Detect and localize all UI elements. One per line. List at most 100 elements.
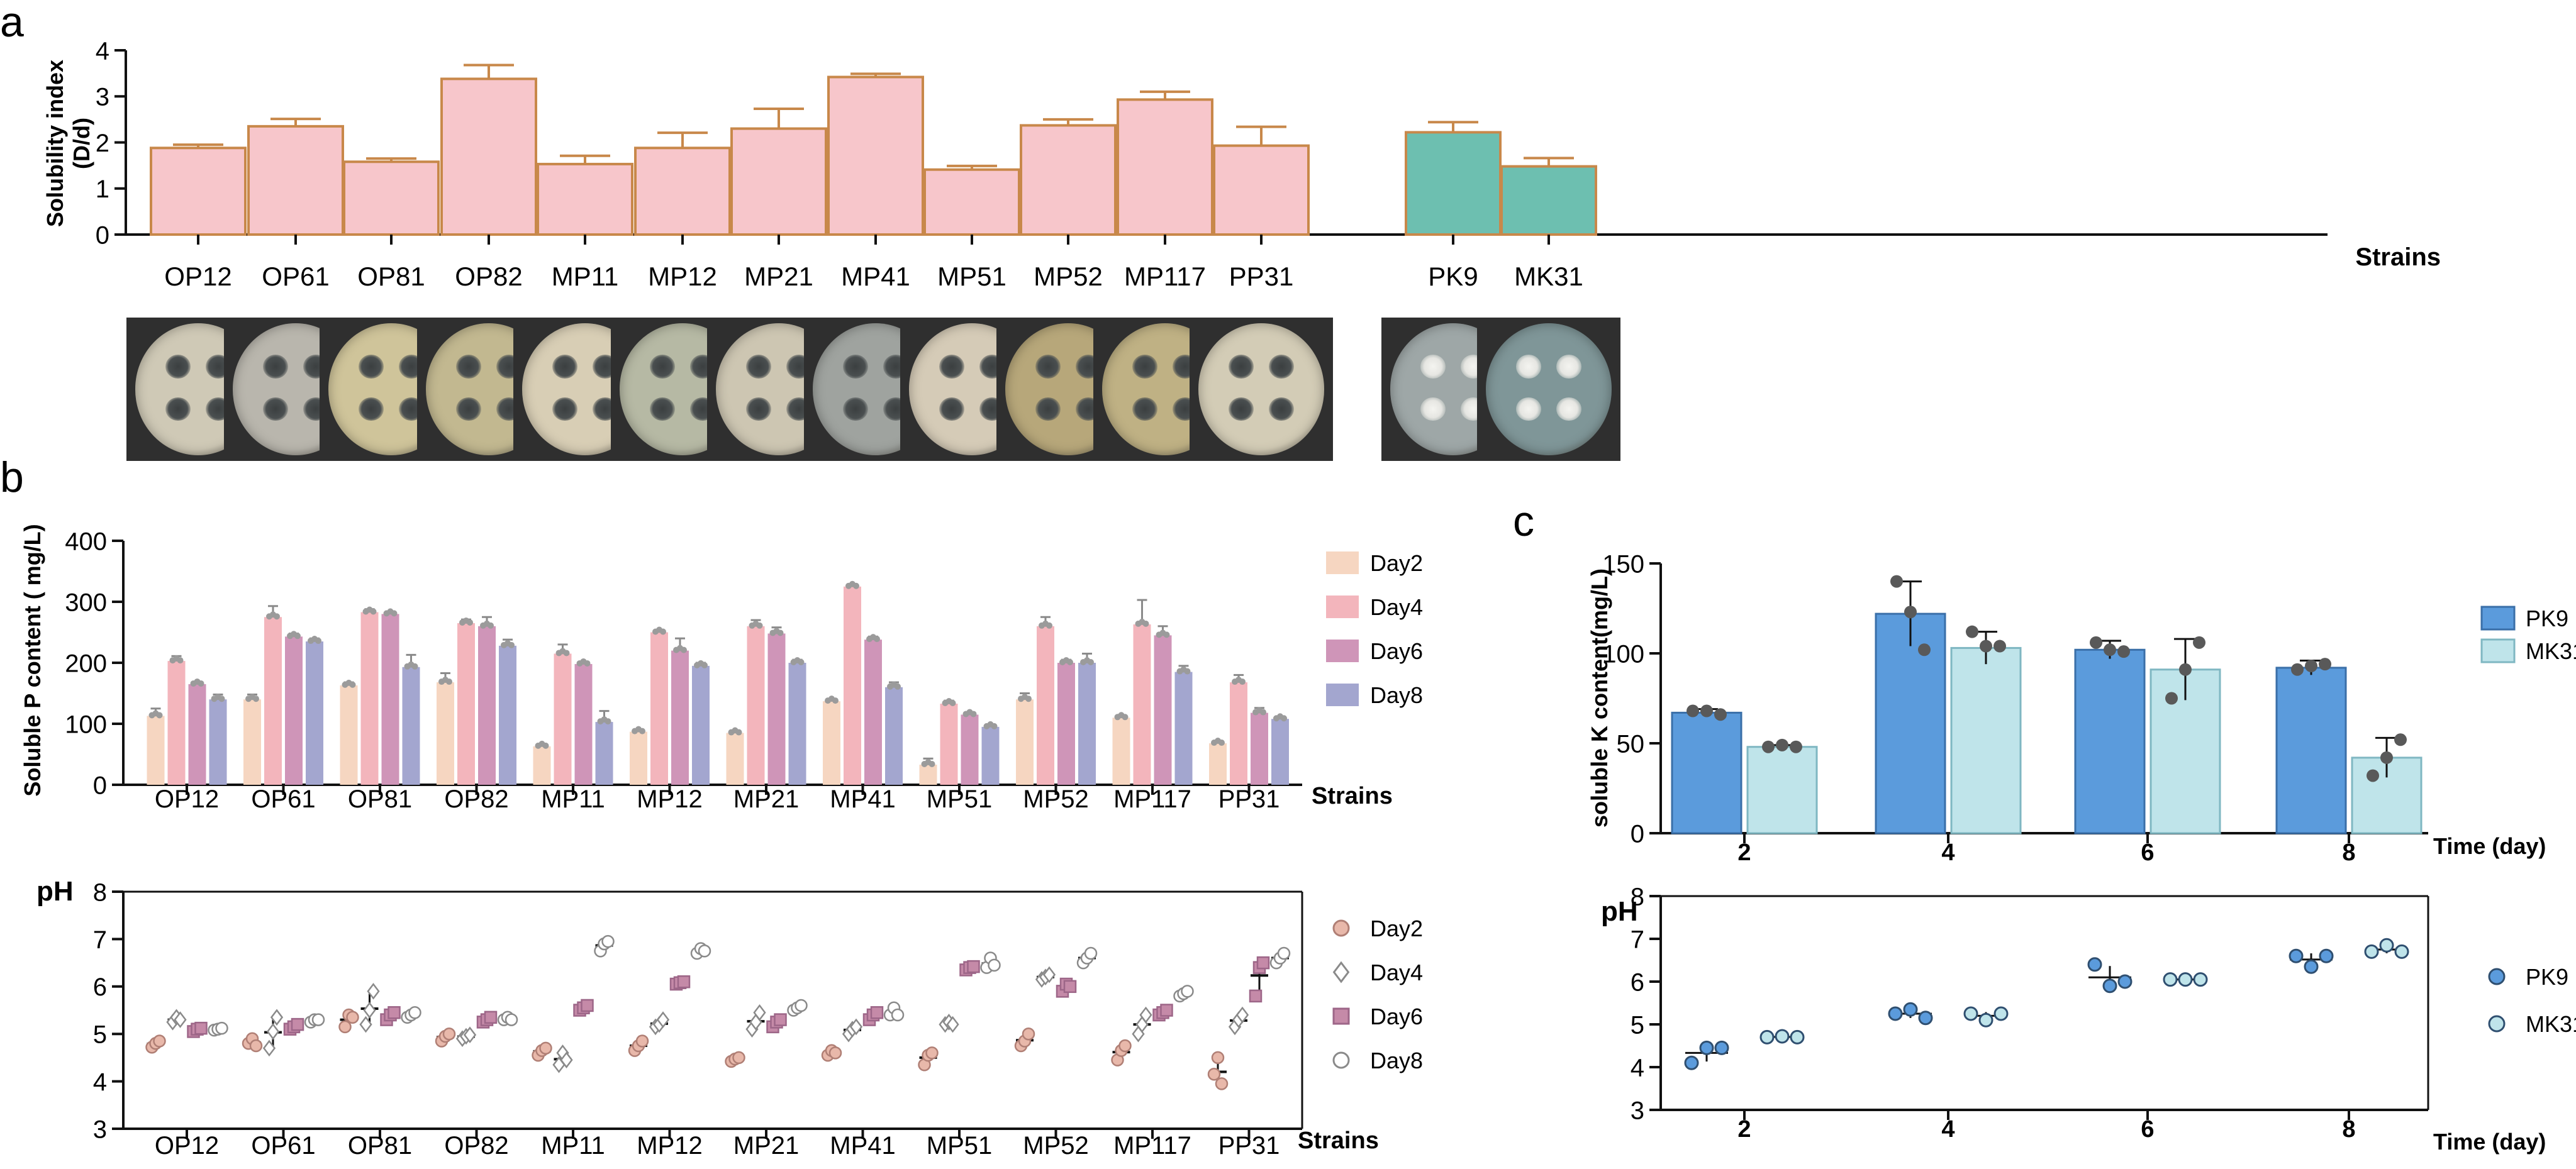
bph-point-Day2 [1207, 1068, 1221, 1081]
bph-x-tick-label: MP11 [541, 1132, 605, 1160]
bph-y-tick-label: 6 [93, 973, 107, 1001]
cph-point-PK9 [2102, 978, 2117, 994]
cph-point-PK9 [2289, 948, 2304, 963]
bph-point-Day8 [505, 1013, 518, 1026]
b-replicate-point [639, 728, 645, 734]
cph-y-tick-label: 6 [1631, 968, 1644, 996]
c-bar-day8-PK9 [2275, 667, 2347, 834]
bph-point-Day6 [291, 1017, 304, 1031]
b-replicate-point [798, 659, 805, 665]
cph-point-PK9 [2304, 959, 2319, 974]
colony-spot [1420, 355, 1446, 379]
b-bar-MP12-Day6 [671, 650, 689, 785]
b-bar-OP82-Day2 [437, 682, 454, 785]
b-bar-MP41-Day2 [823, 701, 840, 785]
bph-point-Day2 [1215, 1077, 1229, 1090]
b-bar-MP51-Day4 [940, 703, 958, 785]
b-replicate-point [1122, 714, 1129, 721]
b-y-tick-label: 300 [65, 589, 107, 616]
colony-spot [1035, 397, 1061, 421]
a-x-tick-label: PP31 [1229, 262, 1294, 291]
b-bar-MP52-Day4 [1037, 626, 1054, 785]
b-replicate-point [991, 723, 998, 729]
b-replicate-point [660, 628, 666, 635]
chart-c-soluble-k: 0 50 100 150 2 4 6 8 Time (day) soluble K content… [1586, 550, 2576, 866]
a-bar-MP11 [537, 162, 633, 236]
c-replicate-point [1966, 625, 1978, 638]
c-replicate-point [1993, 640, 2006, 653]
b-replicate-point [349, 681, 356, 688]
b-x-tick-label: MP21 [733, 785, 800, 813]
b-bar-OP12-Day2 [147, 716, 165, 785]
bph-point-Day6 [484, 1011, 498, 1024]
b-bar-MP41-Day6 [864, 640, 882, 785]
bph-point-Day4 [367, 983, 380, 1000]
c-replicate-point [2165, 692, 2178, 705]
bph-x-tick-label: MP51 [927, 1132, 993, 1160]
bph-x-tick-label: MP21 [733, 1132, 800, 1160]
b-replicate-point [177, 657, 184, 664]
b-bar-MP51-Day6 [961, 714, 979, 785]
b-legend-swatch [1326, 551, 1359, 574]
b-x-tick-label: MP117 [1113, 785, 1191, 813]
b-bar-MP12-Day4 [650, 632, 668, 785]
bph-point-Day2 [442, 1027, 456, 1041]
bph-point-Day8 [215, 1021, 228, 1035]
colony-spot [358, 397, 384, 421]
bph-y-tick-label: 4 [93, 1068, 107, 1096]
cph-y-tick-label: 7 [1631, 926, 1644, 953]
bph-point-Day4 [1139, 1006, 1152, 1024]
a-bar-OP12 [150, 147, 247, 236]
cph-point-MK31 [1963, 1006, 1978, 1021]
c-y-axis-label: soluble K content(mg/L) [1586, 568, 1612, 828]
a-x-tick-label: PK9 [1428, 262, 1478, 291]
b-replicate-point [294, 633, 301, 640]
b-bar-MP51-Day8 [981, 726, 1000, 785]
bph-point-Day2 [828, 1046, 842, 1060]
colony-spot [745, 355, 771, 379]
bph-point-Day4 [560, 1051, 573, 1068]
c-bar-day6-MK31 [2149, 668, 2221, 834]
colony-spot [1269, 397, 1295, 421]
c-replicate-point [1890, 575, 1903, 588]
c-replicate-point [2104, 643, 2116, 657]
b-replicate-point [370, 608, 377, 615]
cph-point-PK9 [1714, 1040, 1729, 1055]
b-legend-swatch [1326, 596, 1359, 618]
chart-c-ph: 3 4 5 6 7 8 2 4 6 8 Time (day) pH PK9 MK31 [1601, 883, 2576, 1155]
c-replicate-point [2090, 636, 2102, 649]
a-x-tick-label: MP41 [841, 262, 910, 291]
petri-dish [1198, 323, 1325, 455]
b-bar-PP31-Day2 [1209, 743, 1227, 785]
b-replicate-point [1142, 620, 1149, 627]
bph-x-tick-label: MP12 [637, 1132, 703, 1160]
bph-point-Day2 [732, 1051, 745, 1065]
b-replicate-point [508, 641, 515, 648]
a-x-tick-label: MK31 [1514, 262, 1583, 291]
b-x-tick-label: MP51 [927, 785, 993, 813]
colony-spot [649, 355, 675, 379]
colony-spot [939, 355, 964, 379]
b-bar-OP82-Day8 [499, 645, 516, 785]
b-bar-OP12-Day6 [188, 684, 206, 785]
cph-legend-label: MK31 [2526, 1011, 2576, 1037]
bph-point-Day6 [194, 1021, 208, 1035]
a-x-tick-label: OP61 [262, 262, 329, 291]
b-bar-MP117-Day2 [1112, 717, 1130, 785]
bph-point-Day4 [262, 1039, 276, 1057]
b-bar-MP12-Day2 [630, 731, 647, 785]
cph-point-MK31 [1790, 1029, 1805, 1044]
bph-point-Day2 [346, 1011, 359, 1024]
bph-point-Day2 [635, 1034, 649, 1048]
bph-point-Day8 [891, 1008, 905, 1022]
bph-point-Day4 [1235, 1006, 1249, 1024]
b-legend-label: Day6 [1370, 638, 1423, 664]
c-x-tick-label: 8 [2342, 839, 2355, 866]
a-bar-MP117 [1117, 98, 1213, 236]
colony-spot [842, 397, 868, 421]
c-bar-day2-PK9 [1671, 711, 1742, 834]
b-replicate-point [315, 638, 321, 645]
colony-spot [842, 355, 868, 379]
bph-point-Day8 [795, 999, 808, 1012]
c-replicate-point [1762, 740, 1775, 753]
